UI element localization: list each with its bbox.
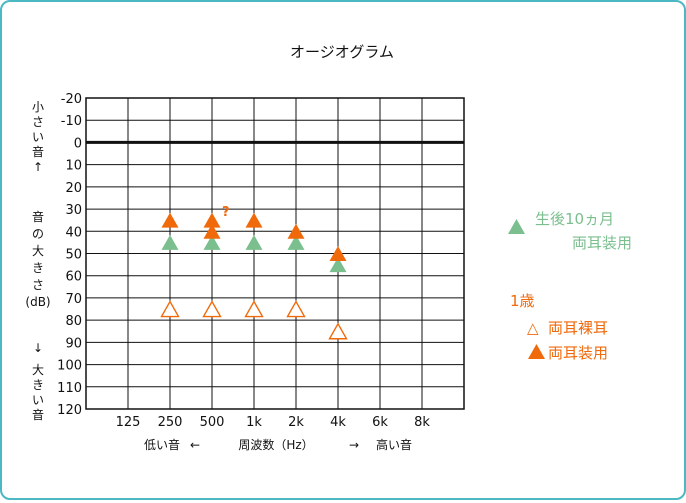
plot-border [85,97,465,410]
marker-green-triangle [329,257,347,273]
marker-orange-triangle [161,212,179,228]
y-label-small-char: 小 [32,100,44,114]
y-tick-label: 110 [57,381,82,396]
y-tick-label: 100 [57,359,82,374]
y-label-small-char: さ [32,115,44,129]
x-tick-label: 8k [414,415,430,430]
legend-filled-label: 両耳装用 [548,344,608,362]
y-label-down-arrow: ↓ [33,341,43,355]
plot-grid [85,97,465,410]
x-tick-labels: 125 250 500 1k 2k 4k 6k 8k [116,415,431,430]
y-tick-label: 90 [65,336,82,351]
x-label-high: 高い音 [376,437,412,452]
marker-open-triangle [202,300,222,318]
y-tick-label: 70 [65,292,82,307]
y-tick-label: -20 [61,92,82,107]
legend: 生後10ヵ月 両耳装用 1歳 △ 両耳裸耳 両耳装用 [508,210,632,362]
x-tick-label: 6k [372,415,388,430]
x-label-low: 低い音 [144,437,180,452]
x-tick-label: 4k [330,415,346,430]
y-label-up-arrow: ↑ [33,160,43,174]
x-tick-label: 250 [158,415,183,430]
x-axis-label: 低い音 ← 周波数（Hz） → 高い音 [144,437,412,452]
y-label-large-char: き [32,378,44,392]
marker-green-triangle [245,234,263,250]
legend-green-line2: 両耳装用 [572,234,632,252]
y-tick-label: 0 [74,136,82,151]
marker-open-triangle [160,300,180,318]
y-tick-label: 120 [57,403,82,418]
y-label-large-char: 大 [32,363,44,377]
y-label-unit: (dB) [25,295,50,309]
marker-orange-triangle [287,223,305,239]
x-label-center: 周波数（Hz） [238,437,313,452]
marker-green-triangle [287,234,305,250]
y-label-main-char: き [32,261,44,275]
marker-orange-triangle [245,212,263,228]
data-marks: ? [160,205,348,340]
legend-green-triangle [508,219,525,234]
y-tick-label: 10 [65,159,82,174]
y-label-main-char: 音 [32,209,44,224]
y-tick-label: 40 [65,225,82,240]
y-tick-label: 50 [65,248,82,263]
y-tick-label: 60 [65,270,82,285]
marker-orange-triangle [329,246,347,261]
y-tick-label: 30 [65,203,82,218]
y-label-small-char: 音 [32,144,44,159]
y-label-small-char: い [32,130,44,144]
marker-open-triangle [328,322,348,340]
x-label-left-arrow: ← [190,438,200,452]
y-label-main-char: の [32,227,44,241]
y-tick-label: -10 [61,114,82,129]
y-tick-labels: -20 -10 0 10 20 30 40 50 60 70 80 90 100 110 120 [57,92,82,418]
y-tick-label: 80 [65,314,82,329]
marker-orange-triangle [203,212,221,228]
legend-green-line1: 生後10ヵ月 [535,210,614,228]
y-label-main-char: 大 [32,244,44,258]
marker-green-triangle [161,234,179,250]
legend-open-triangle: △ [527,319,539,337]
x-tick-label: 125 [116,415,141,430]
chart-title: オージオグラム [290,43,394,61]
y-tick-label: 20 [65,181,82,196]
legend-orange-triangle [528,344,545,359]
y-label-main-char: さ [32,278,44,292]
marker-orange-triangle [203,223,221,239]
y-label-large-char: い [32,393,44,407]
legend-open-label: 両耳裸耳 [548,319,608,337]
marker-open-triangle [286,300,306,318]
annotation-question-mark: ? [222,205,230,220]
marker-green-triangle [203,234,221,250]
y-label-large-char: 音 [32,407,44,422]
legend-age-heading: 1歳 [510,292,535,310]
x-tick-label: 2k [288,415,304,430]
x-tick-label: 500 [200,415,225,430]
x-label-right-arrow: → [349,438,359,452]
marker-open-triangle [244,300,264,318]
x-tick-label: 1k [246,415,262,430]
